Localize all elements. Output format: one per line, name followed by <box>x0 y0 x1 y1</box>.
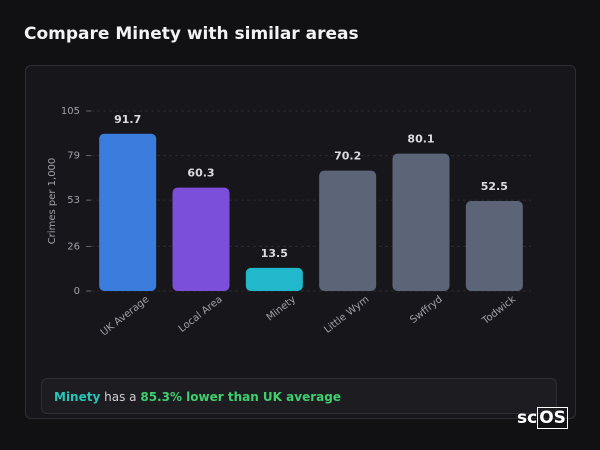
value-label: 52.5 <box>481 180 508 193</box>
x-tick-label: Local Area <box>177 294 225 335</box>
x-tick-label: Swffryd <box>408 294 445 326</box>
page-title: Compare Minety with similar areas <box>24 24 359 44</box>
summary-text: has a <box>104 390 137 404</box>
value-label: 13.5 <box>261 247 288 260</box>
bar <box>319 170 377 291</box>
value-label: 91.7 <box>114 113 141 126</box>
bar <box>465 201 523 291</box>
x-tick-label: Little Wym <box>322 294 371 336</box>
y-tick-label: 105 <box>61 106 80 117</box>
bar <box>245 267 303 291</box>
x-tick-label: UK Average <box>99 294 152 338</box>
value-label: 60.3 <box>187 167 214 180</box>
bar <box>99 133 157 291</box>
x-tick-label: Minety <box>265 294 298 323</box>
y-tick-label: 79 <box>67 151 80 162</box>
value-label: 80.1 <box>407 133 434 146</box>
y-tick-label: 26 <box>67 241 80 252</box>
logo-text: OS <box>537 407 568 429</box>
value-label: 70.2 <box>334 150 361 163</box>
bar <box>392 153 450 291</box>
summary-box: Minety has a 85.3% lower than UK average <box>41 378 557 414</box>
area-name: Minety <box>54 390 101 404</box>
summary-stat: 85.3% lower than UK average <box>140 390 341 404</box>
y-tick-label: 53 <box>67 195 80 206</box>
bar <box>172 187 230 291</box>
logo: sc OS <box>517 407 568 429</box>
y-axis-label: Crimes per 1,000 <box>47 158 58 245</box>
x-tick-label: Todwick <box>480 294 519 327</box>
logo-text: sc <box>517 408 538 428</box>
y-tick-label: 0 <box>74 286 80 297</box>
